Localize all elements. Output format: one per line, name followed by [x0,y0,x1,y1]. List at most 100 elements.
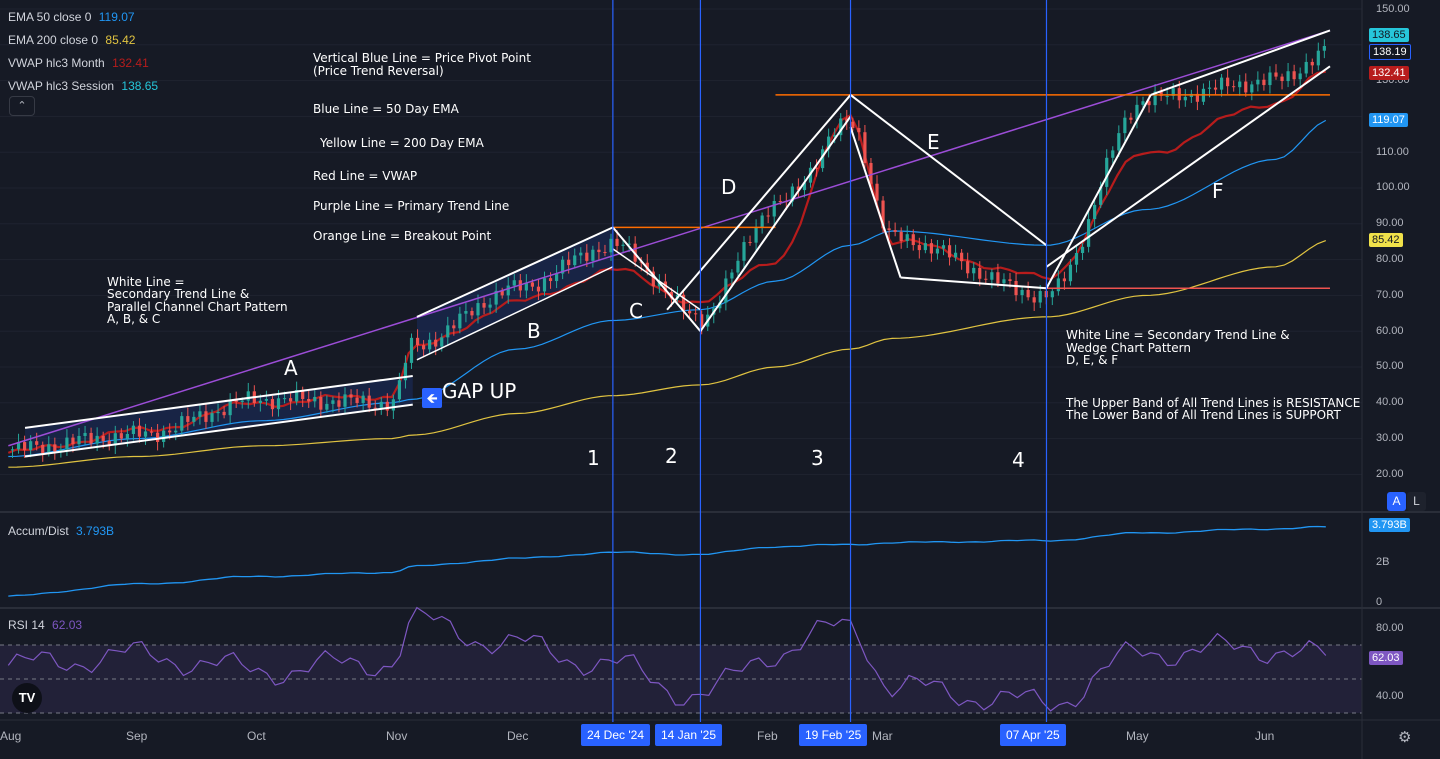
candle-body [307,398,311,402]
candle-body [295,390,299,402]
annotation-red-key: Red Line = VWAP [313,169,418,183]
gear-icon[interactable]: ⚙ [1398,729,1412,746]
candle-body [1262,79,1266,86]
candle-body [833,135,837,137]
auto-scale-button[interactable]: A [1387,492,1406,511]
candle-body [1135,104,1139,120]
candle-body [1074,252,1079,265]
accum-tag: 3.793B [1369,518,1410,532]
channel-b-fill [416,227,613,360]
legend-ema200-value: 85.42 [105,33,136,47]
candle-body [585,252,589,261]
wedge-f-lower-left [1045,94,1152,289]
rsi-band [0,644,1362,714]
candle-body [83,432,87,436]
left-note-line-3: Parallel Channel Chart Pattern [107,300,288,314]
candle-body [579,252,583,256]
candle-body [814,167,819,169]
candle-body [681,294,686,311]
candle-body [984,278,988,280]
candle-body [258,400,262,403]
candle-body [216,411,220,414]
legend-collapse-button[interactable]: ⌃ [9,96,35,116]
candle-body [1165,95,1169,97]
candle-body [1123,117,1127,134]
legend-ema50-name: EMA 50 close 0 [8,10,92,24]
candle-body [1093,204,1097,220]
price-tick: 110.00 [1376,146,1409,158]
candle-body [512,280,516,286]
pivot-date-3: 19 Feb '25 [799,724,868,746]
rsi-legend[interactable]: RSI 14 62.03 [8,618,82,632]
legend-vwap-month[interactable]: VWAP hlc3 Month 132.41 [8,56,149,70]
annotation-pivot-key-sub: (Price Trend Reversal) [313,64,444,78]
arrow-left-icon: 🡸 [422,388,442,408]
band-note-support: The Lower Band of All Trend Lines is SUP… [1066,408,1341,422]
candle-body [1105,157,1109,187]
candle-body [228,399,232,416]
candle-body [742,242,746,261]
candle-body [1014,281,1018,296]
candle-body [1159,91,1163,96]
candle-body [180,416,184,431]
candle-body [1147,101,1151,106]
legend-ema200[interactable]: EMA 200 close 0 85.42 [8,33,135,47]
candle-body [222,411,226,416]
pivot-date-1: 24 Dec '24 [581,724,650,746]
candle-body [1183,96,1187,101]
accum-legend[interactable]: Accum/Dist 3.793B [8,524,114,538]
annotation-blue-key: Blue Line = 50 Day EMA [313,102,459,116]
time-label: Sep [126,729,148,743]
legend-vwap-session[interactable]: VWAP hlc3 Session 138.65 [8,79,158,93]
legend-ema50[interactable]: EMA 50 close 0 119.07 [8,10,135,24]
candle-body [1068,264,1073,282]
candle-body [131,425,136,434]
candle-body [434,339,438,347]
candle-body [669,292,674,299]
wedge-d-left [666,94,852,311]
candle-body [482,303,486,308]
candle-body [760,215,764,228]
candle-body [524,282,528,291]
candle-body [282,398,287,400]
accum-tick: 0 [1376,596,1383,608]
trend-drawings [8,29,1331,458]
candle-body [1268,72,1272,86]
candle-body [1310,61,1314,66]
candle-body [597,249,601,253]
candle-body [276,398,281,410]
gap-up-label: GAP UP [442,379,517,403]
pivot-lines [612,0,1048,722]
pivot-date-4: 07 Apr '25 [1000,724,1066,746]
tradingview-logo[interactable]: TV [12,683,42,713]
candle-body [542,278,547,292]
candle-body [53,444,57,452]
log-scale-button[interactable]: L [1407,492,1426,511]
candle-body [10,449,15,451]
vwap-line [7,70,1326,454]
pattern-label-d: D [721,175,737,199]
annotation-purple-key: Purple Line = Primary Trend Line [313,199,510,213]
candle-body [1280,76,1284,82]
right-note-line-2: Wedge Chart Pattern [1066,341,1191,355]
legend-vwap-month-value: 132.41 [112,56,149,70]
candle-body [621,244,625,246]
candle-body [1008,279,1012,282]
candle-body [591,249,595,261]
candle-body [718,302,722,309]
pattern-label-b: B [527,319,541,343]
price-tick: 40.00 [1376,396,1404,408]
wedge-e-upper [849,94,1048,247]
candle-body [923,243,927,251]
price-tick: 70.00 [1376,289,1404,301]
annotation-pivot-key: Vertical Blue Line = Price Pivot Point [313,51,531,65]
candle-body [464,311,468,314]
left-note-line-4: A, B, & C [107,312,161,326]
candle-body [29,441,33,451]
wedge-e-left [849,126,902,278]
candle-body [827,136,831,150]
pivot-number-2: 2 [665,444,678,468]
legend-vwap-session-name: VWAP hlc3 Session [8,79,115,93]
candle-body [917,245,921,251]
